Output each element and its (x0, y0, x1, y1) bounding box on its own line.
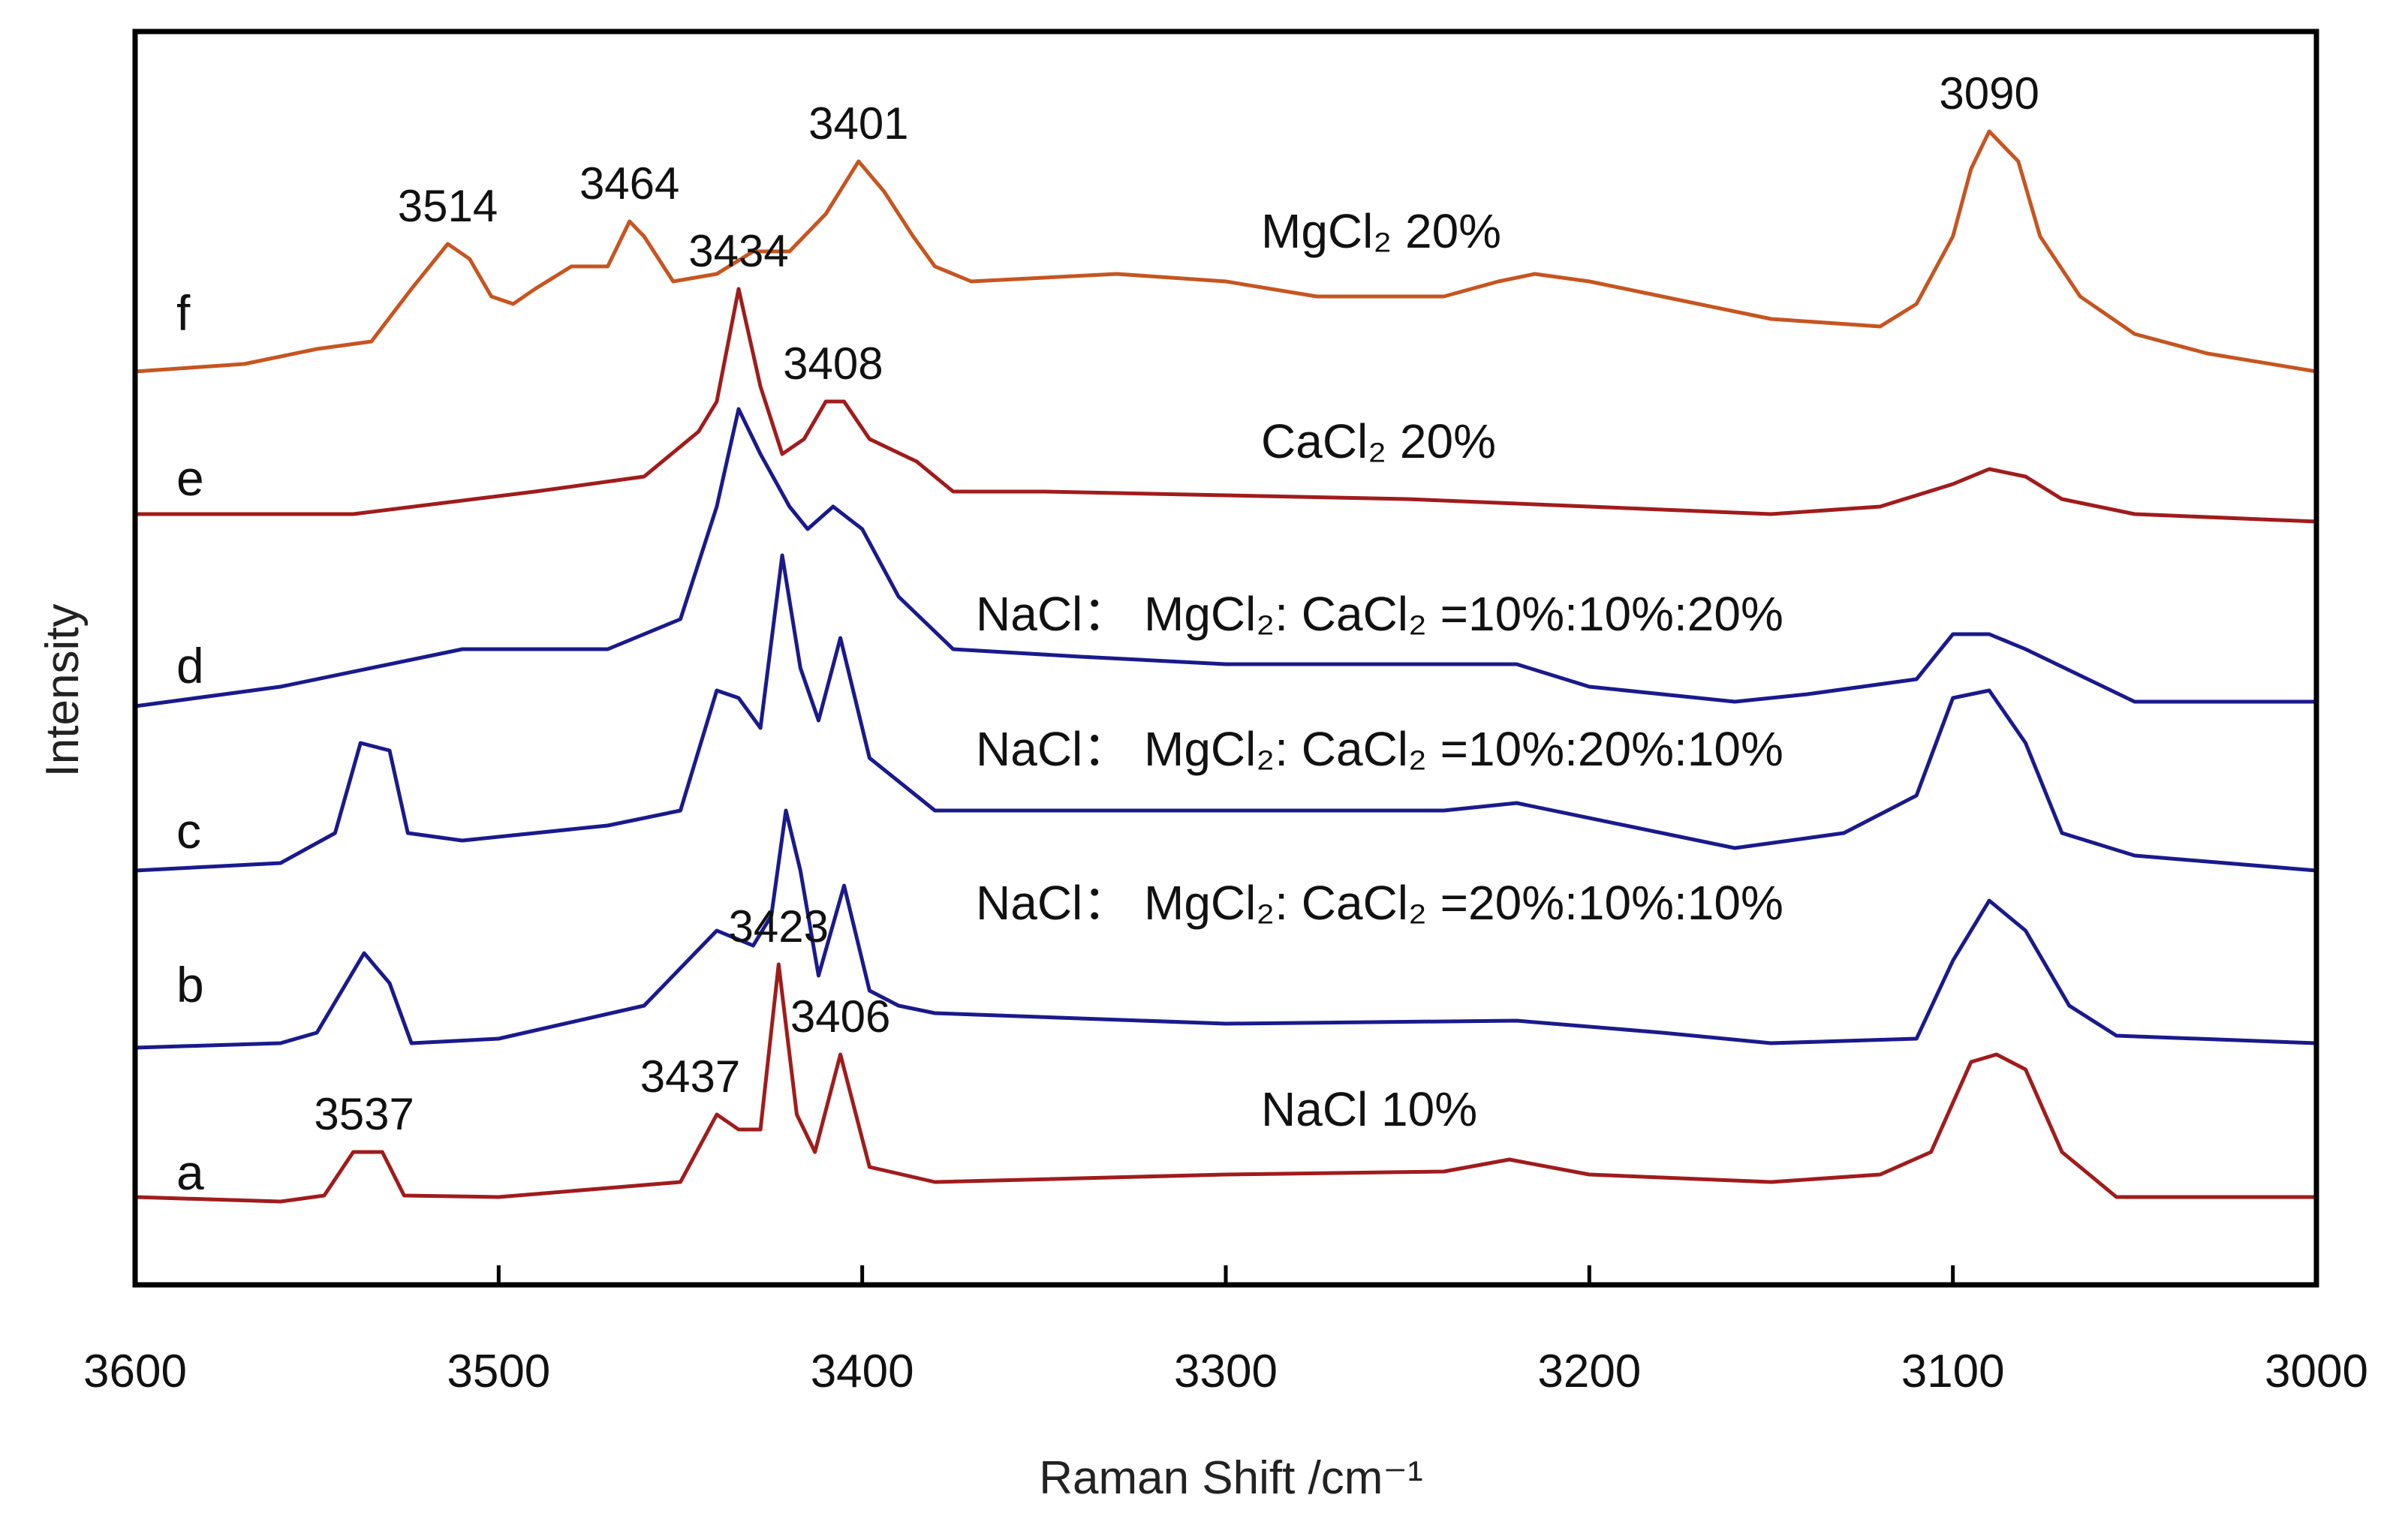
series-label-b: NaCl： MgCl₂: CaCl₂ =20%:10%:10% (976, 876, 1783, 930)
series-label-d: NaCl： MgCl₂: CaCl₂ =10%:10%:20% (976, 587, 1783, 641)
curve-letter-b: b (176, 957, 204, 1012)
spectrum-line-d (134, 407, 2316, 708)
peak-label-3401: 3401 (808, 98, 908, 149)
peak-label-3464: 3464 (579, 158, 679, 209)
x-tick-label-3300: 3300 (1174, 1346, 1278, 1397)
x-tick-label-3600: 3600 (83, 1346, 187, 1397)
x-tick-label-3000: 3000 (2265, 1346, 2368, 1397)
curve-letter-a: a (176, 1145, 204, 1200)
peak-label-3437: 3437 (640, 1051, 740, 1102)
curve-letter-e: e (176, 450, 204, 506)
x-axis-title: Raman Shift /cm⁻¹ (1039, 1452, 1423, 1504)
x-tick-label-3200: 3200 (1537, 1346, 1641, 1397)
peak-labels: 3537 3437 3423 3406 3434 3408 3514 3464 3401 3090 (314, 68, 2039, 1139)
curve-letter-f: f (176, 285, 191, 341)
curve-letter-d: d (176, 638, 204, 693)
series-label-c: NaCl： MgCl₂: CaCl₂ =10%:20%:10% (976, 722, 1783, 776)
spectrum-curves (134, 129, 2317, 1204)
x-tick-label-3100: 3100 (1901, 1346, 2005, 1397)
spectrum-line-c (134, 553, 2317, 873)
series-label-f: MgCl₂ 20% (1261, 204, 1501, 258)
peak-label-3514: 3514 (398, 181, 498, 231)
series-labels: NaCl 10% NaCl： MgCl₂: CaCl₂ =20%:10%:10% N… (976, 204, 1783, 1136)
peak-label-3090: 3090 (1939, 68, 2039, 119)
y-axis-title: Intensity (37, 604, 89, 778)
peak-label-3408: 3408 (783, 338, 883, 389)
spectrum-line-f (134, 129, 2317, 374)
peak-label-3537: 3537 (314, 1089, 414, 1139)
peak-label-3423: 3423 (729, 901, 829, 952)
curve-letters: a b c d e f (176, 285, 204, 1200)
spectrum-line-a (134, 962, 2316, 1204)
curve-letter-c: c (176, 803, 201, 859)
series-label-e: CaCl₂ 20% (1261, 414, 1496, 468)
peak-label-3434: 3434 (688, 226, 788, 276)
series-label-a: NaCl 10% (1261, 1082, 1477, 1136)
spectrum-line-e (135, 287, 2317, 524)
peak-label-3406: 3406 (790, 991, 890, 1042)
spectrum-line-b (134, 808, 2317, 1050)
x-axis-ticks: 3600 3500 3400 3300 3200 3100 3000 (83, 1265, 2368, 1397)
x-tick-label-3500: 3500 (447, 1346, 550, 1397)
x-tick-label-3400: 3400 (811, 1346, 914, 1397)
